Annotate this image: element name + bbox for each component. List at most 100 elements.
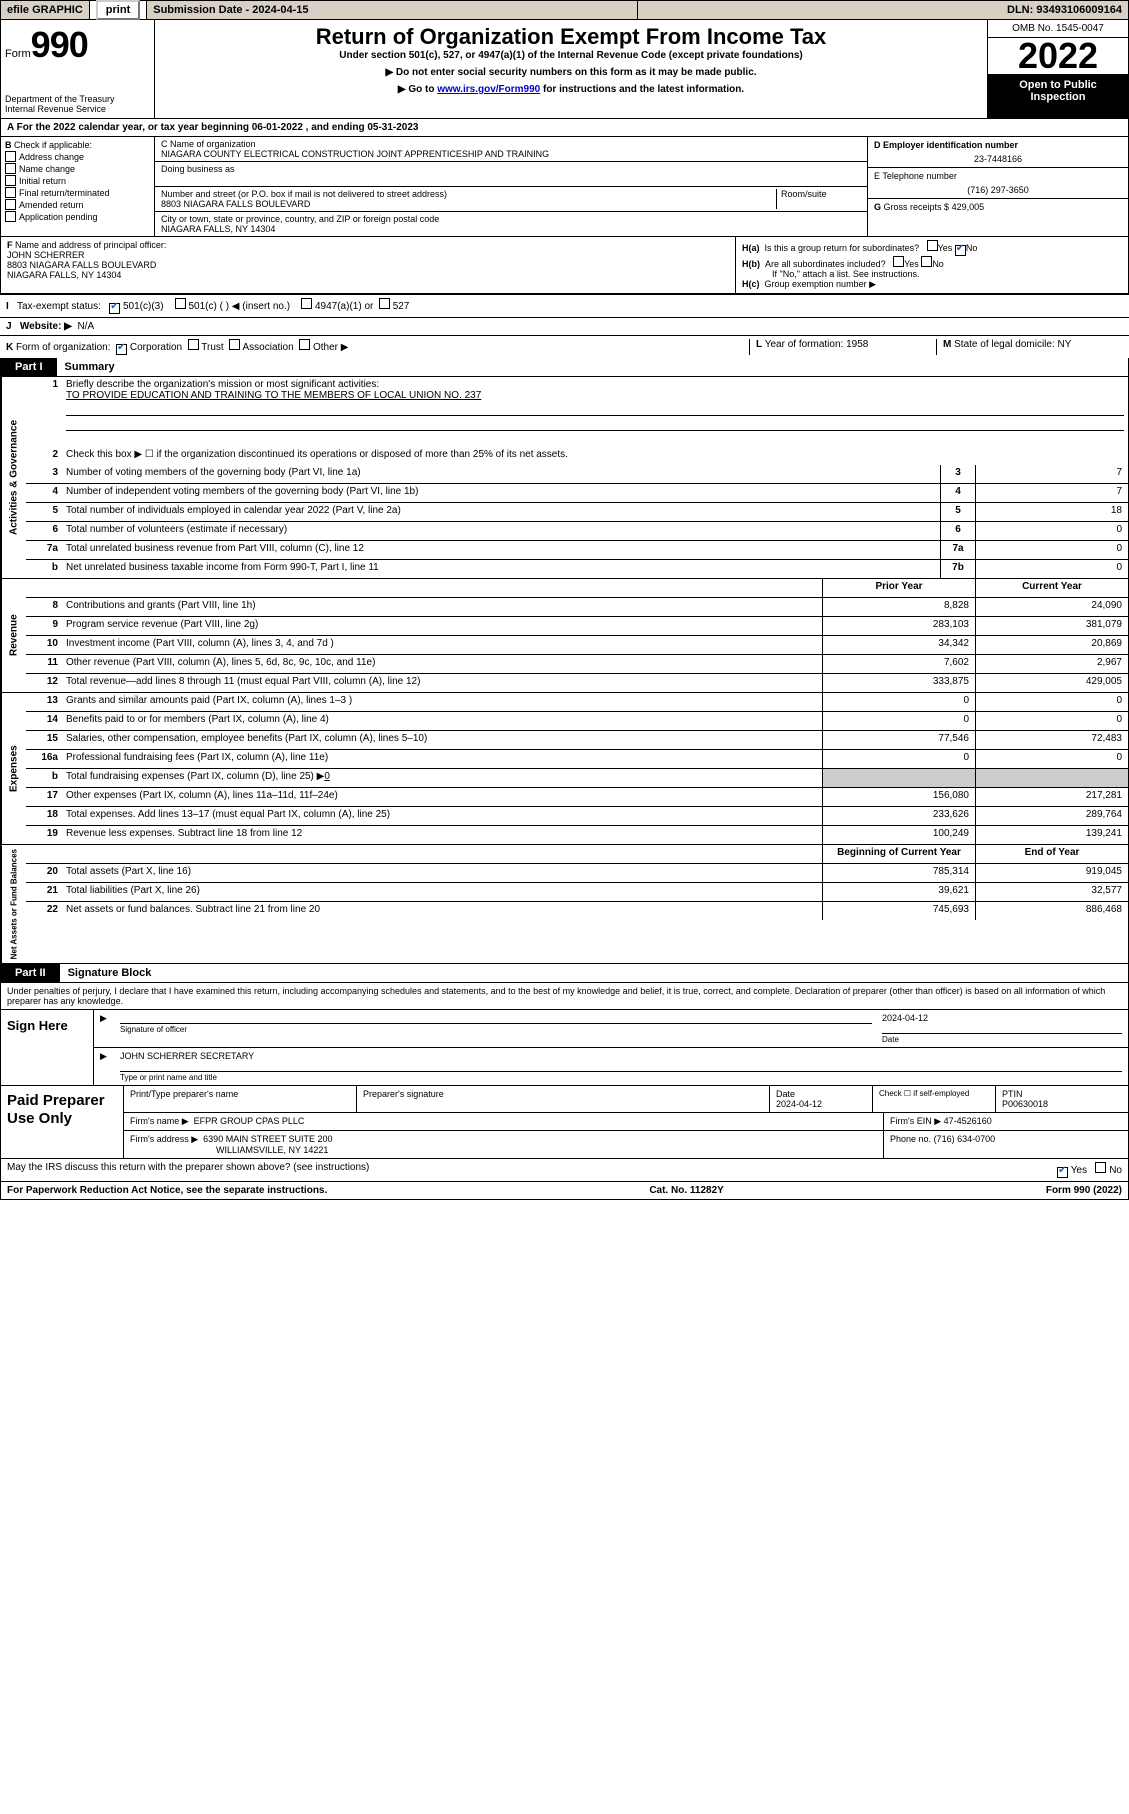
discuss-no-checkbox[interactable] [1095, 1162, 1106, 1173]
dba-label: Doing business as [161, 164, 861, 174]
officer-name: JOHN SCHERRER [7, 250, 85, 260]
firm-addr2: WILLIAMSVILLE, NY 14221 [130, 1145, 328, 1155]
line22-prior: 745,693 [822, 902, 975, 920]
line19-prior: 100,249 [822, 826, 975, 844]
application-pending-checkbox[interactable] [5, 211, 16, 222]
4947a1-checkbox[interactable] [301, 298, 312, 309]
501c3-checkbox[interactable] [109, 303, 120, 314]
paid-date-value: 2024-04-12 [776, 1099, 866, 1109]
527-checkbox[interactable] [379, 298, 390, 309]
section-f: F Name and address of principal officer:… [1, 237, 736, 293]
website-value: N/A [77, 321, 94, 332]
signature-section: Under penalties of perjury, I declare th… [0, 983, 1129, 1086]
line13-prior: 0 [822, 693, 975, 711]
open-public-badge: Open to Public Inspection [988, 75, 1128, 118]
org-address: 8803 NIAGARA FALLS BOULEVARD [161, 199, 776, 209]
line10-prior: 34,342 [822, 636, 975, 654]
submission-date: Submission Date - 2024-04-15 [147, 1, 638, 19]
trust-checkbox[interactable] [188, 339, 199, 350]
tax-year: 2022 [988, 38, 1128, 75]
other-checkbox[interactable] [299, 339, 310, 350]
dln: DLN: 93493106009164 [638, 1, 1128, 19]
addr-label: Number and street (or P.O. box if mail i… [161, 189, 776, 199]
org-name: NIAGARA COUNTY ELECTRICAL CONSTRUCTION J… [161, 149, 861, 159]
section-b: B Check if applicable: Address change Na… [1, 137, 155, 236]
line14-prior: 0 [822, 712, 975, 730]
form990-link[interactable]: www.irs.gov/Form990 [437, 84, 540, 95]
line17-current: 217,281 [975, 788, 1128, 806]
paid-date-label: Date [776, 1089, 866, 1099]
org-info-grid: B Check if applicable: Address change Na… [0, 137, 1129, 237]
tax-year-line: A For the 2022 calendar year, or tax yea… [0, 119, 1129, 137]
line11-prior: 7,602 [822, 655, 975, 673]
year-formation: 1958 [846, 339, 868, 350]
line21-prior: 39,621 [822, 883, 975, 901]
501c-other-checkbox[interactable] [175, 298, 186, 309]
amended-return-checkbox[interactable] [5, 199, 16, 210]
sig-date-label: Date [882, 1033, 1122, 1044]
part1-title: Summary [57, 358, 123, 376]
line18-prior: 233,626 [822, 807, 975, 825]
paid-preparer-label: Paid Preparer Use Only [1, 1086, 124, 1158]
section-i: I Tax-exempt status: 501(c)(3) 501(c) ( … [0, 294, 1129, 317]
form-header: Form990 Department of the Treasury Inter… [0, 20, 1129, 119]
ptin-label: PTIN [1002, 1089, 1122, 1099]
state-domicile: NY [1058, 339, 1072, 350]
line15-prior: 77,546 [822, 731, 975, 749]
print-name-label: Print/Type preparer's name [130, 1089, 350, 1099]
discuss-yes-checkbox[interactable] [1057, 1167, 1068, 1178]
end-year-header: End of Year [975, 845, 1128, 863]
line5-value: 18 [975, 503, 1128, 521]
side-label-activities: Activities & Governance [1, 377, 26, 578]
officer-addr2: NIAGARA FALLS, NY 14304 [7, 270, 121, 280]
page-title: Return of Organization Exempt From Incom… [163, 24, 979, 50]
hb-yes-checkbox[interactable] [893, 256, 904, 267]
line20-current: 919,045 [975, 864, 1128, 882]
corp-checkbox[interactable] [116, 344, 127, 355]
line9-prior: 283,103 [822, 617, 975, 635]
officer-addr1: 8803 NIAGARA FALLS BOULEVARD [7, 260, 156, 270]
revenue-section: Revenue Prior Year Current Year 8 Contri… [0, 579, 1129, 693]
part2-title: Signature Block [60, 964, 160, 982]
initial-return-checkbox[interactable] [5, 175, 16, 186]
line16b-prior-shaded [822, 769, 975, 787]
line16b-current-shaded [975, 769, 1128, 787]
part1-header: Part I Summary [0, 358, 1129, 377]
org-name-label: C Name of organization [161, 139, 861, 149]
sig-officer-label: Signature of officer [120, 1023, 872, 1034]
part2-header: Part II Signature Block [0, 964, 1129, 983]
section-klm: K Form of organization: Corporation Trus… [0, 335, 1129, 358]
line19-current: 139,241 [975, 826, 1128, 844]
line8-prior: 8,828 [822, 598, 975, 616]
current-year-header: Current Year [975, 579, 1128, 597]
mission-text: TO PROVIDE EDUCATION AND TRAINING TO THE… [66, 390, 481, 401]
hb-no-checkbox[interactable] [921, 256, 932, 267]
print-button[interactable]: print [90, 1, 147, 19]
pra-notice: For Paperwork Reduction Act Notice, see … [7, 1185, 327, 1196]
address-change-checkbox[interactable] [5, 151, 16, 162]
officer-name-title: JOHN SCHERRER SECRETARY [120, 1051, 1122, 1061]
ha-no-checkbox[interactable] [955, 245, 966, 256]
page-footer: For Paperwork Reduction Act Notice, see … [0, 1182, 1129, 1200]
line21-current: 32,577 [975, 883, 1128, 901]
form-number: 990 [31, 24, 88, 65]
phone-label: E Telephone number [874, 171, 1122, 181]
line2-text: Check this box ▶ ☐ if the organization d… [62, 447, 1128, 465]
self-employed-check: Check ☐ if self-employed [879, 1089, 989, 1098]
line6-value: 0 [975, 522, 1128, 540]
line16a-prior: 0 [822, 750, 975, 768]
line8-current: 24,090 [975, 598, 1128, 616]
section-de: D Employer identification number 23-7448… [867, 137, 1128, 236]
name-change-checkbox[interactable] [5, 163, 16, 174]
firm-ein: 47-4526160 [944, 1116, 992, 1126]
section-c: C Name of organization NIAGARA COUNTY EL… [155, 137, 867, 236]
ha-yes-checkbox[interactable] [927, 240, 938, 251]
side-label-expenses: Expenses [1, 693, 26, 844]
org-city: NIAGARA FALLS, NY 14304 [161, 224, 861, 234]
assoc-checkbox[interactable] [229, 339, 240, 350]
irs-discuss-row: May the IRS discuss this return with the… [0, 1159, 1129, 1182]
line13-current: 0 [975, 693, 1128, 711]
line7a-value: 0 [975, 541, 1128, 559]
discuss-text: May the IRS discuss this return with the… [7, 1162, 369, 1178]
final-return-checkbox[interactable] [5, 187, 16, 198]
